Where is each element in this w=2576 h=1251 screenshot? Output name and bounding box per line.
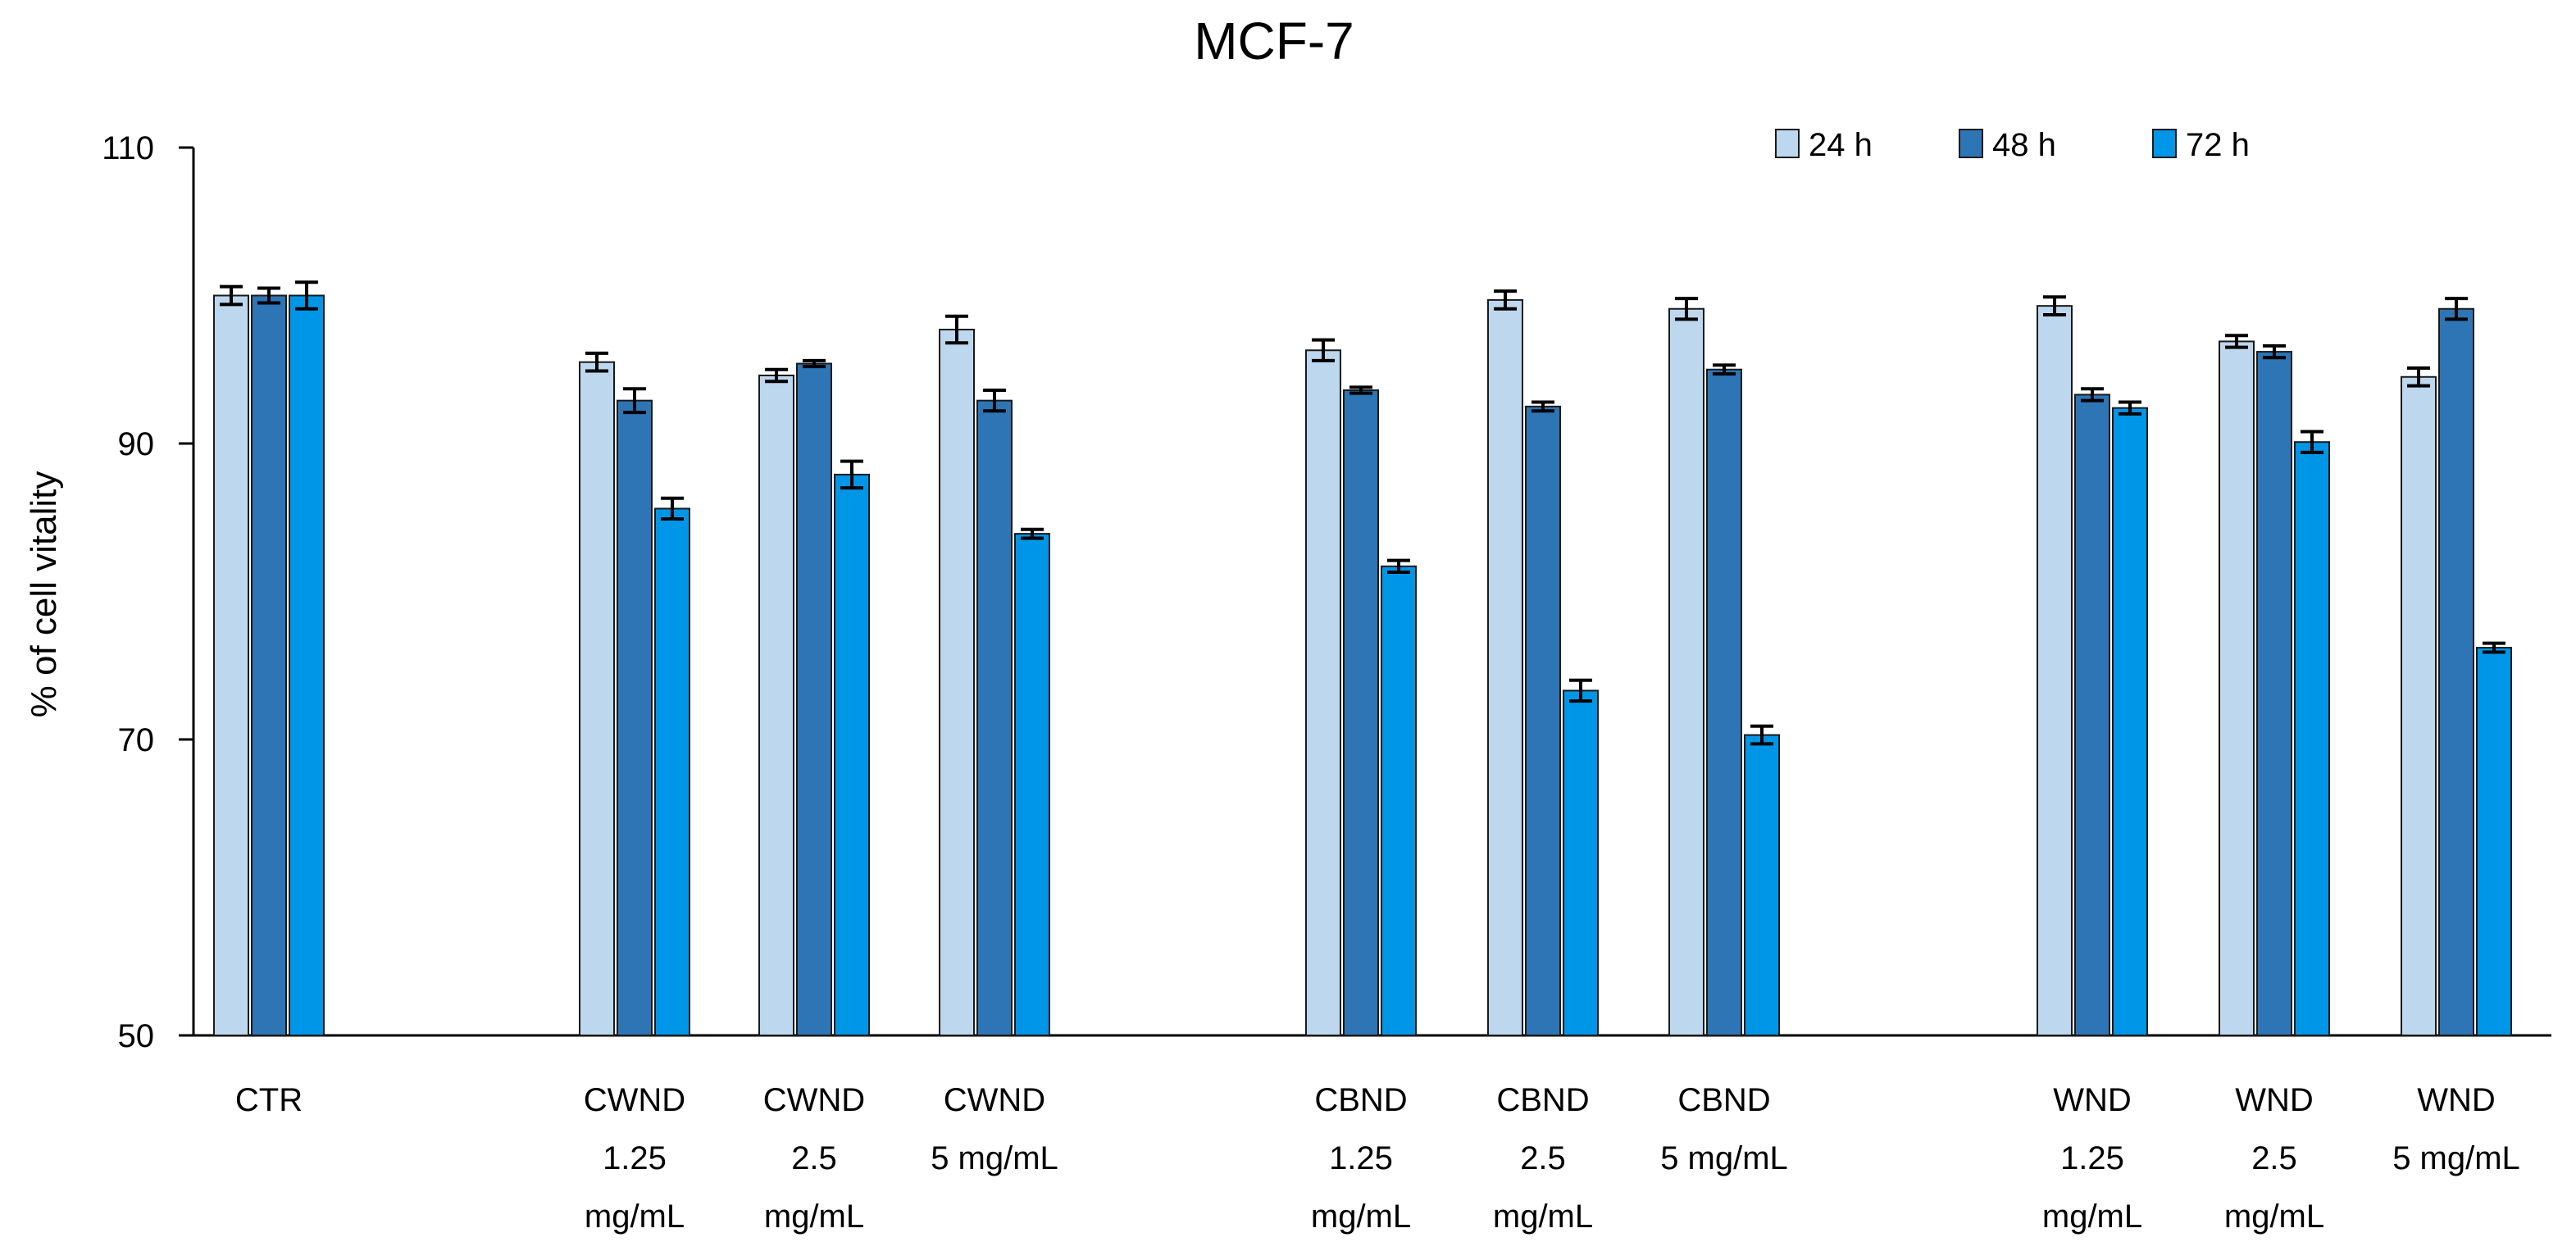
bar-72h-9 — [2294, 441, 2330, 1036]
bar-48h-5 — [1343, 389, 1379, 1036]
category-label: 5 mg/mL — [1660, 1140, 1788, 1176]
y-tick-label: 110 — [102, 130, 154, 166]
bar-24h-7 — [1668, 307, 1704, 1036]
category-label: 2.5 — [1520, 1140, 1566, 1176]
category-label: WND — [2417, 1082, 2496, 1118]
y-tick-label: 70 — [118, 722, 155, 758]
category-label: 5 mg/mL — [2392, 1140, 2520, 1176]
category-label: 1.25 — [1329, 1140, 1393, 1176]
category-labels: CTR CWND 1.25 mg/mL CWND 2.5 mg/mL CWND 5 mg/mL C… — [235, 1082, 2520, 1235]
category-label: CWND — [584, 1082, 685, 1118]
bar-48h-8 — [2074, 393, 2110, 1036]
category-label: 2.5 — [791, 1140, 837, 1176]
bar-48h-3 — [796, 362, 832, 1036]
category-label: 1.25 — [2060, 1140, 2124, 1176]
bar-24h-10 — [2401, 375, 2437, 1036]
bar-72h-3 — [834, 473, 870, 1036]
bar-24h-3 — [758, 374, 794, 1037]
bar-24h-4 — [939, 329, 975, 1036]
bar-72h-10 — [2476, 647, 2512, 1037]
category-label: CWND — [763, 1082, 865, 1118]
bar-48h-10 — [2438, 307, 2474, 1036]
bar-72h-6 — [1563, 689, 1599, 1036]
y-axis-label: % of cell vitality — [24, 471, 64, 718]
bar-72h-7 — [1744, 734, 1780, 1037]
bar-72h-5 — [1381, 565, 1417, 1036]
category-label: mg/mL — [764, 1199, 864, 1235]
bar-24h-9 — [2219, 340, 2255, 1036]
bar-48h-9 — [2256, 351, 2292, 1036]
legend: 24 h 48 h 72 h — [1775, 127, 2250, 163]
bar-24h-2 — [579, 361, 615, 1037]
bar-48h-1 — [251, 294, 287, 1036]
category-label: CTR — [235, 1082, 303, 1118]
legend-label-48h: 48 h — [1992, 127, 2056, 163]
category-label: 5 mg/mL — [931, 1140, 1058, 1176]
category-label: CBND — [1677, 1082, 1770, 1118]
bar-24h-8 — [2037, 305, 2073, 1036]
bar-48h-6 — [1525, 405, 1561, 1036]
bar-24h-6 — [1487, 298, 1523, 1037]
category-label: 2.5 — [2251, 1140, 2297, 1176]
category-label: mg/mL — [585, 1199, 685, 1235]
bar-48h-7 — [1706, 368, 1742, 1036]
chart-title: MCF-7 — [1194, 11, 1354, 71]
category-label: CBND — [1314, 1082, 1407, 1118]
bar-48h-4 — [976, 399, 1013, 1036]
bar-72h-1 — [289, 294, 325, 1036]
category-label: mg/mL — [1493, 1199, 1593, 1235]
legend-swatch-24h — [1775, 129, 1800, 158]
category-label: WND — [2235, 1082, 2314, 1118]
legend-swatch-48h — [1959, 129, 1983, 158]
category-label: mg/mL — [1311, 1199, 1411, 1235]
bar-72h-8 — [2112, 407, 2148, 1036]
bar-24h-1 — [213, 294, 249, 1036]
bars — [213, 280, 2512, 1037]
legend-swatch-72h — [2152, 129, 2177, 158]
category-label: WND — [2053, 1082, 2132, 1118]
category-label: mg/mL — [2042, 1199, 2142, 1235]
category-label: 1.25 — [603, 1140, 667, 1176]
category-label: mg/mL — [2224, 1199, 2324, 1235]
legend-label-24h: 24 h — [1809, 127, 1873, 163]
category-label: CWND — [944, 1082, 1045, 1118]
bar-48h-2 — [617, 399, 653, 1036]
y-tick-label: 90 — [118, 426, 155, 462]
bar-24h-5 — [1305, 349, 1341, 1037]
bar-72h-2 — [654, 507, 690, 1036]
y-tick-label: 50 — [118, 1018, 155, 1054]
category-label: CBND — [1496, 1082, 1589, 1118]
bar-72h-4 — [1014, 533, 1050, 1036]
legend-label-72h: 72 h — [2186, 127, 2250, 163]
